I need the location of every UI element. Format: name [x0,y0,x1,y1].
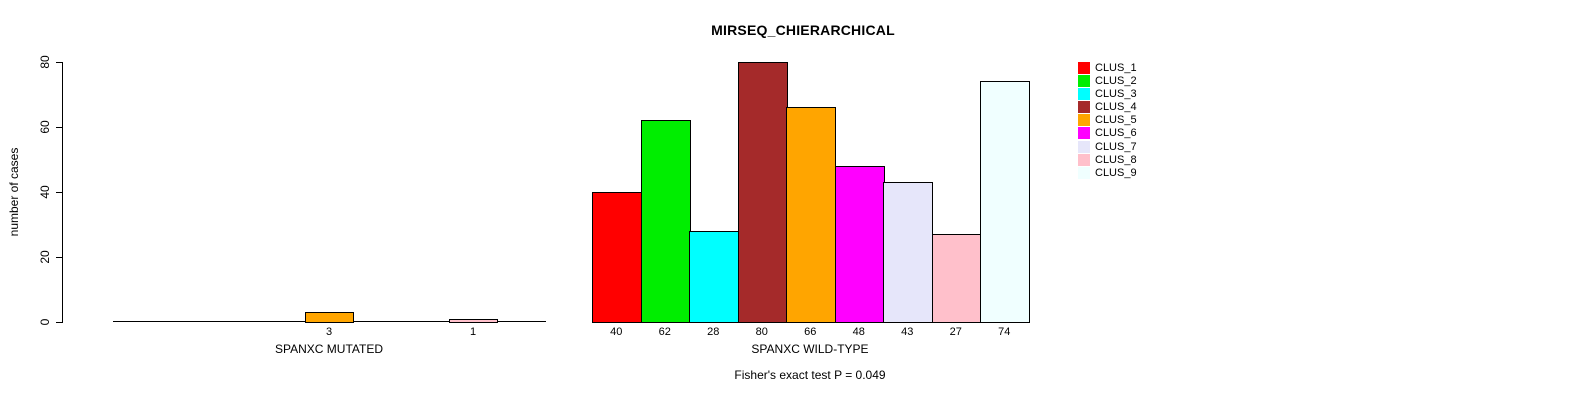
legend-label: CLUS_6 [1095,127,1137,140]
zero-bar-clus_7-group1 [401,321,450,322]
y-tick-mark [56,62,62,63]
bar-value-label: 40 [610,326,623,338]
legend-swatch-clus_7 [1078,140,1090,153]
y-tick-label: 0 [38,318,52,326]
legend-label: CLUS_7 [1095,140,1137,153]
legend-label: CLUS_9 [1095,166,1137,179]
bar-clus_2-group2 [641,120,691,323]
legend-item-clus_8: CLUS_8 [1078,153,1137,166]
y-tick-mark [56,257,62,258]
y-tick-label: 80 [38,55,52,69]
legend-label: CLUS_5 [1095,114,1137,127]
group-label-spanxc-mutated: SPANXC MUTATED [274,342,384,356]
legend-swatch-clus_9 [1078,166,1090,179]
legend-swatch-clus_8 [1078,153,1090,166]
legend-swatch-clus_5 [1078,114,1090,127]
bar-clus_3-group2 [689,231,739,323]
y-axis-line [62,62,63,323]
legend-label: CLUS_4 [1095,101,1137,114]
zero-bar-clus_1-group1 [113,321,162,322]
bar-clus_7-group2 [883,182,933,323]
bar-value-label: 3 [325,326,333,338]
y-tick-mark [56,322,62,323]
y-tick-label: 60 [38,120,52,134]
y-tick-mark [56,127,62,128]
zero-bar-clus_4-group1 [257,321,306,322]
group-label-spanxc-wild-type: SPANXC WILD-TYPE [751,342,869,356]
bar-value-label: 74 [998,326,1011,338]
bar-value-label: 28 [707,326,720,338]
bar-clus_5-group2 [786,107,836,323]
bar-clus_8-group2 [932,234,982,323]
legend-swatch-clus_2 [1078,75,1090,88]
bar-value-label: 66 [804,326,817,338]
bar-value-label: 27 [949,326,962,338]
chart-title: MIRSEQ_CHIERARCHICAL [711,22,895,38]
zero-bar-clus_3-group1 [209,321,258,322]
legend-swatch-clus_6 [1078,127,1090,140]
bar-value-label: 62 [658,326,671,338]
legend-item-clus_7: CLUS_7 [1078,140,1137,153]
bar-value-label: 1 [469,326,477,338]
legend-label: CLUS_1 [1095,61,1137,74]
legend-item-clus_3: CLUS_3 [1078,88,1137,101]
y-tick-label: 40 [38,185,52,199]
legend-label: CLUS_2 [1095,75,1137,88]
legend-swatch-clus_1 [1078,61,1090,74]
bar-value-label: 43 [901,326,914,338]
legend-item-clus_5: CLUS_5 [1078,114,1137,127]
legend-item-clus_1: CLUS_1 [1078,61,1137,74]
annotation-fishers-test: Fisher's exact test P = 0.049 [734,368,886,382]
zero-bar-clus_2-group1 [161,321,210,322]
bar-clus_5-group1 [305,312,354,323]
legend-swatch-clus_4 [1078,101,1090,114]
zero-bar-clus_6-group1 [353,321,402,322]
bar-clus_8-group1 [449,319,498,323]
legend-item-clus_4: CLUS_4 [1078,101,1137,114]
legend-label: CLUS_3 [1095,88,1137,101]
legend-item-clus_6: CLUS_6 [1078,127,1137,140]
bar-clus_9-group2 [980,81,1030,323]
legend-item-clus_2: CLUS_2 [1078,75,1137,88]
bar-value-label: 80 [755,326,768,338]
zero-bar-clus_9-group1 [497,321,546,322]
y-axis-label: number of cases [7,147,21,237]
bar-value-label: 48 [852,326,865,338]
y-tick-mark [56,192,62,193]
bar-clus_4-group2 [738,62,788,323]
y-tick-label: 20 [38,250,52,264]
bar-clus_1-group2 [592,192,642,323]
legend-item-clus_9: CLUS_9 [1078,166,1137,179]
legend-swatch-clus_3 [1078,88,1090,101]
legend-label: CLUS_8 [1095,153,1137,166]
bar-clus_6-group2 [835,166,885,323]
